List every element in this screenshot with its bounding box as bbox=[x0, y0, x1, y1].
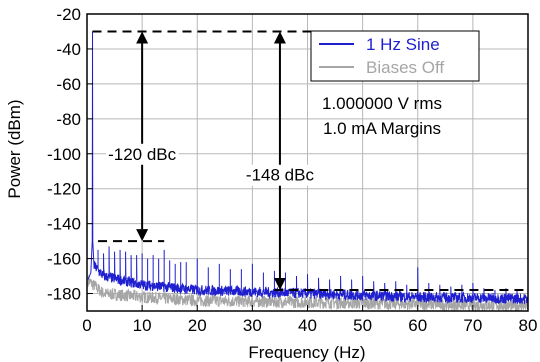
y-tick-label: -120 bbox=[47, 180, 81, 199]
x-tick-label: 70 bbox=[463, 316, 482, 335]
label-148-dbc: -148 dBc bbox=[246, 166, 315, 185]
y-tick-label: -180 bbox=[47, 285, 81, 304]
x-tick-label: 60 bbox=[408, 316, 427, 335]
label-bg-148-dbc bbox=[243, 164, 317, 186]
x-tick-label: 20 bbox=[188, 316, 207, 335]
label-bg-120-dbc bbox=[106, 143, 179, 165]
arrow-148-dbc bbox=[273, 31, 286, 291]
label-120-dbc: -120 dBc bbox=[108, 145, 177, 164]
x-tick-label: 40 bbox=[298, 316, 317, 335]
series-layer bbox=[87, 31, 529, 313]
x-axis-label: Frequency (Hz) bbox=[248, 343, 365, 362]
legend-label-1hz-sine: 1 Hz Sine bbox=[366, 35, 440, 54]
arrow-head-up bbox=[136, 31, 149, 44]
axis-ticks: 0 10 20 30 40 50 60 70 80 -20 -40 -60 -80 -100 -120 -14… bbox=[47, 5, 537, 335]
annotations: -120 dBc -148 dBc 1.000000 V rms 1.0 mA … bbox=[92, 30, 528, 292]
x-tick-label: 0 bbox=[82, 316, 91, 335]
series-line-biases-off bbox=[87, 258, 529, 313]
x-tick-label: 10 bbox=[133, 316, 152, 335]
legend-label-biases-off: Biases Off bbox=[366, 58, 444, 77]
arrow-120-dbc bbox=[136, 31, 149, 242]
x-tick-label: 80 bbox=[519, 316, 538, 335]
y-tick-label: -160 bbox=[47, 250, 81, 269]
y-tick-label: -40 bbox=[56, 40, 81, 59]
info-margins: 1.0 mA Margins bbox=[323, 119, 441, 138]
y-tick-label: -100 bbox=[47, 145, 81, 164]
y-tick-label: -80 bbox=[56, 110, 81, 129]
x-tick-label: 30 bbox=[243, 316, 262, 335]
x-tick-label: 50 bbox=[353, 316, 372, 335]
legend: 1 Hz Sine Biases Off bbox=[310, 30, 480, 82]
y-tick-label: -140 bbox=[47, 215, 81, 234]
arrow-head-up bbox=[273, 31, 286, 44]
y-tick-label: -60 bbox=[56, 75, 81, 94]
y-tick-label: -20 bbox=[56, 5, 81, 24]
y-axis-label: Power (dBm) bbox=[5, 99, 24, 198]
legend-box bbox=[310, 30, 480, 82]
info-voltage: 1.000000 V rms bbox=[322, 94, 442, 113]
arrow-head-down bbox=[136, 229, 149, 242]
series-line-1hz-sine bbox=[87, 31, 529, 305]
arrow-head-down bbox=[273, 278, 286, 291]
